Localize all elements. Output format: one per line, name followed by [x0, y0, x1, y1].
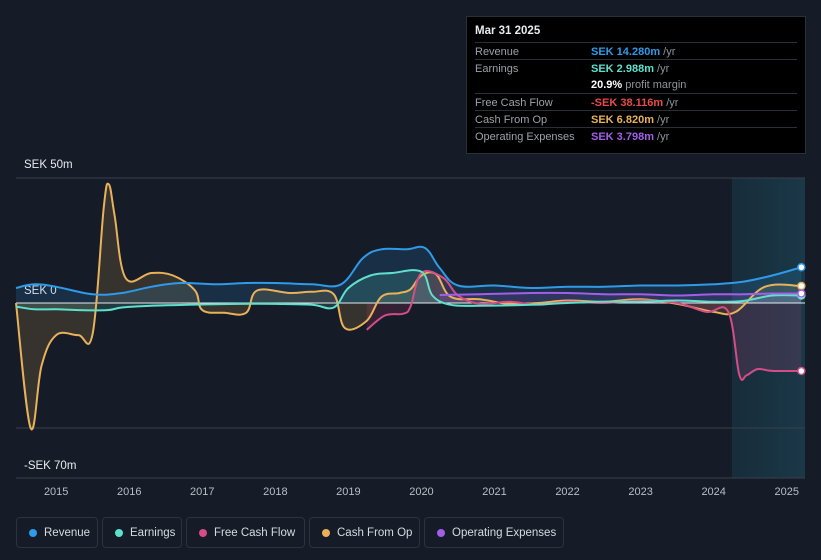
- tooltip-row-label: Earnings: [475, 63, 519, 75]
- series-end-marker: [797, 289, 806, 298]
- x-tick-label: 2016: [117, 486, 141, 498]
- legend-label: Revenue: [44, 527, 91, 539]
- series-area: [439, 292, 802, 303]
- tooltip-row: Earnings SEK 2.988m /yr: [475, 59, 797, 77]
- tooltip-row-value: SEK 2.988m /yr: [591, 63, 670, 75]
- x-tick-label: 2023: [628, 486, 652, 498]
- legend-label: Cash From Op: [337, 527, 413, 539]
- legend-label: Operating Expenses: [452, 527, 557, 539]
- x-tick-label: 2024: [701, 486, 725, 498]
- series-line: [15, 182, 802, 431]
- legend-item[interactable]: Earnings: [102, 517, 182, 548]
- legend-dot-icon: [437, 529, 445, 537]
- x-tick-label: 2021: [482, 486, 506, 498]
- series-line: [366, 270, 802, 381]
- legend-dot-icon: [115, 529, 123, 537]
- y-tick-label-top: SEK 50m: [24, 159, 73, 171]
- legend-label: Free Cash Flow: [214, 527, 296, 539]
- series-end-marker: [797, 263, 806, 272]
- legend-item[interactable]: Free Cash Flow: [186, 517, 305, 548]
- tooltip-date: Mar 31 2025: [475, 25, 541, 37]
- legend-dot-icon: [199, 529, 207, 537]
- tooltip-row: 20.9% profit margin: [475, 76, 797, 93]
- x-tick-label: 2020: [409, 486, 433, 498]
- legend-item[interactable]: Operating Expenses: [424, 517, 564, 548]
- series-area: [16, 246, 802, 303]
- tooltip-row: Operating Expenses SEK 3.798m /yr: [475, 127, 797, 145]
- tooltip-panel: Mar 31 2025 Revenue SEK 14.280m /yr Earnin…: [466, 16, 806, 154]
- tooltip-row: Revenue SEK 14.280m /yr: [475, 42, 797, 60]
- series-end-marker: [797, 281, 806, 291]
- tooltip-row-label: Revenue: [475, 46, 520, 58]
- series-line: [15, 245, 802, 296]
- tooltip-row-value: SEK 6.820m /yr: [591, 114, 670, 126]
- x-tick-label: 2022: [555, 486, 579, 498]
- tooltip-row-value: SEK 3.798m /yr: [591, 131, 670, 143]
- tooltip-row-label: Cash From Op: [475, 114, 548, 126]
- series-line: [439, 291, 802, 297]
- legend-label: Earnings: [130, 527, 176, 539]
- legend-dot-icon: [29, 529, 37, 537]
- x-tick-label: 2017: [190, 486, 214, 498]
- series-end-marker: [797, 366, 806, 376]
- legend-item[interactable]: Revenue: [16, 517, 98, 548]
- legend-dot-icon: [322, 529, 330, 537]
- x-tick-label: 2019: [336, 486, 360, 498]
- y-tick-label-bottom: -SEK 70m: [24, 460, 77, 472]
- y-tick-label-zero: SEK 0: [24, 285, 57, 297]
- tooltip-row-label: Operating Expenses: [475, 131, 575, 143]
- x-tick-label: 2018: [263, 486, 287, 498]
- tooltip-row-value: -SEK 38.116m /yr: [591, 97, 679, 109]
- chart-plot: 2015 2016 2017 2018 2019 2020 2021 2022 2023 2024…: [15, 177, 806, 498]
- tooltip-row: Cash From Op SEK 6.820m /yr: [475, 110, 797, 128]
- tooltip-row-label: Free Cash Flow: [475, 97, 553, 109]
- series-line: [15, 269, 802, 312]
- x-tick-label: 2015: [44, 486, 68, 498]
- tooltip-row-value: 20.9% profit margin: [591, 79, 687, 91]
- tooltip-row-value: SEK 14.280m /yr: [591, 46, 676, 58]
- legend-item[interactable]: Cash From Op: [309, 517, 420, 548]
- x-tick-label: 2025: [774, 486, 798, 498]
- tooltip-row: Free Cash Flow -SEK 38.116m /yr: [475, 93, 797, 111]
